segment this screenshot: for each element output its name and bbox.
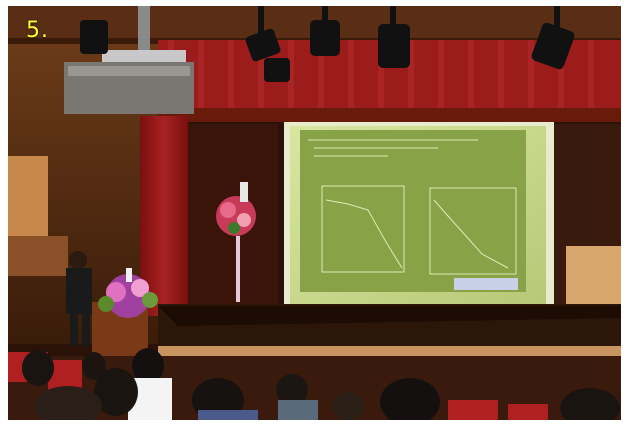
flower-arrangement-icon (216, 182, 256, 302)
speaker-person (66, 251, 92, 346)
slide-content (300, 130, 526, 292)
left-curtain (140, 116, 188, 316)
auditorium-photo: 5. (8, 6, 621, 420)
audience-heads (22, 348, 620, 420)
stage-light-icon (80, 6, 575, 82)
photo-label: 5. (26, 18, 49, 43)
auditorium-scene (8, 6, 621, 420)
projector-icon (64, 6, 194, 114)
